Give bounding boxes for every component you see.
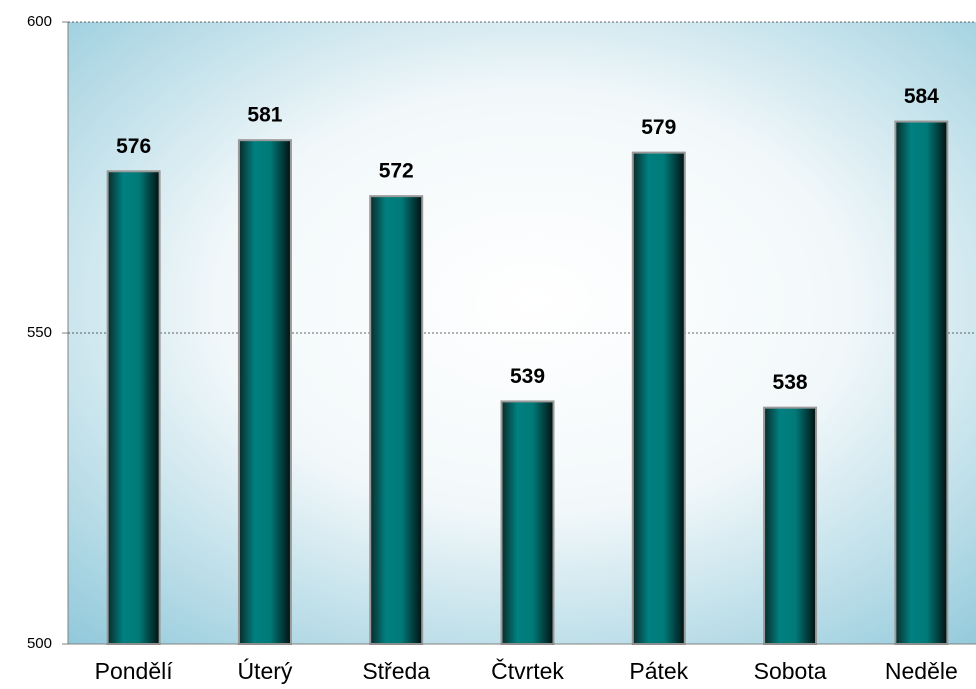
bar [369,195,424,645]
bar [500,400,555,646]
data-label: 572 [379,160,414,183]
data-label: 538 [773,371,808,394]
bar [237,139,292,645]
x-tick-label: Středa [362,658,430,684]
y-tick-label: 550 [27,324,52,341]
x-tick-label: Čtvrtek [491,657,564,684]
bar [894,120,949,645]
x-tick-label: Pátek [629,658,688,684]
x-tick-label: Sobota [754,658,827,684]
data-label: 579 [641,116,676,139]
bar [631,151,686,645]
x-tick-label: Neděle [885,658,958,684]
data-label: 576 [116,135,151,158]
data-label: 581 [247,104,282,127]
data-label: 584 [904,85,939,108]
bar [763,406,818,646]
bar [106,170,161,645]
x-tick-label: Úterý [237,658,292,684]
data-label: 539 [510,365,545,388]
x-tick-label: Pondělí [95,658,174,684]
y-tick-label: 500 [27,635,52,652]
y-tick-label: 600 [27,13,52,30]
